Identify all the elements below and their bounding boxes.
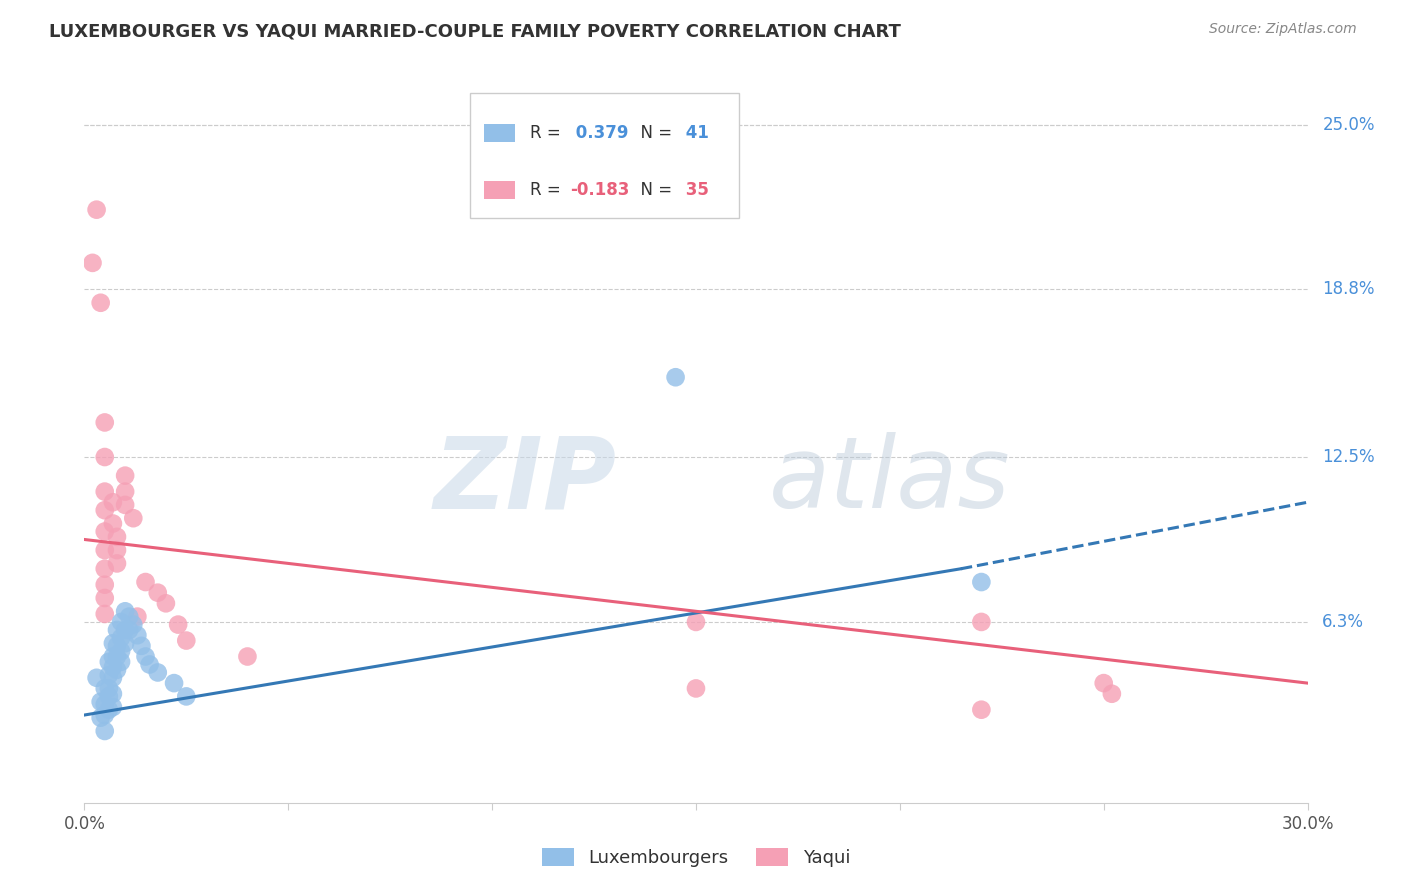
Point [82,256,104,270]
Point [86,671,108,685]
Point [146,665,169,680]
Point [93,698,115,712]
Point [118,623,141,637]
Point [665,370,688,384]
Text: 6.3%: 6.3% [1322,613,1364,631]
Point [93,708,115,723]
Point [97,668,120,682]
Point [105,623,128,637]
Point [105,663,128,677]
Text: 41: 41 [681,124,709,142]
Point [174,690,197,704]
Point [90,711,112,725]
Point [236,649,259,664]
Point [114,623,136,637]
Point [86,202,108,217]
Point [97,690,120,704]
Point [97,655,120,669]
Point [114,484,136,499]
Point [114,498,136,512]
Point [90,695,112,709]
Point [101,516,124,531]
Point [685,681,707,696]
Point [101,649,124,664]
Text: R =: R = [530,124,565,142]
Point [110,655,132,669]
Legend: Luxembourgers, Yaqui: Luxembourgers, Yaqui [534,840,858,874]
Point [93,577,115,591]
Text: LUXEMBOURGER VS YAQUI MARRIED-COUPLE FAMILY POVERTY CORRELATION CHART: LUXEMBOURGER VS YAQUI MARRIED-COUPLE FAM… [49,22,901,40]
Point [167,617,190,632]
Point [97,681,120,696]
Point [163,676,186,690]
Point [101,687,124,701]
Point [97,703,120,717]
Point [105,530,128,544]
Point [122,617,145,632]
Point [114,604,136,618]
Point [105,543,128,558]
Point [110,631,132,645]
Point [93,607,115,621]
Text: 25.0%: 25.0% [1322,116,1375,134]
Point [146,585,169,599]
FancyBboxPatch shape [470,94,738,218]
Point [131,639,153,653]
Point [135,575,157,590]
Point [1092,676,1115,690]
Point [970,575,993,590]
Text: R =: R = [530,181,565,199]
Text: 12.5%: 12.5% [1322,448,1375,466]
Point [155,596,177,610]
Point [118,609,141,624]
Point [93,562,115,576]
Point [93,591,115,605]
Point [101,700,124,714]
Point [90,295,112,310]
Point [114,636,136,650]
Point [138,657,160,672]
Point [101,495,124,509]
FancyBboxPatch shape [484,181,515,200]
Text: atlas: atlas [769,433,1011,530]
Point [105,557,128,571]
Point [122,511,145,525]
Point [93,543,115,558]
Point [93,524,115,539]
Point [101,671,124,685]
Point [127,628,149,642]
Point [105,649,128,664]
Text: N =: N = [630,124,678,142]
Point [110,615,132,629]
Text: 18.8%: 18.8% [1322,280,1375,299]
Point [93,416,115,430]
Point [114,468,136,483]
Point [970,703,993,717]
Point [93,681,115,696]
Point [685,615,707,629]
Point [93,450,115,464]
Text: ZIP: ZIP [433,433,616,530]
Point [93,503,115,517]
Point [93,484,115,499]
Text: N =: N = [630,181,678,199]
Point [135,649,157,664]
Point [174,633,197,648]
FancyBboxPatch shape [484,124,515,142]
Point [93,723,115,738]
Text: -0.183: -0.183 [569,181,630,199]
Point [110,644,132,658]
Text: 35: 35 [681,181,709,199]
Point [970,615,993,629]
Point [127,609,149,624]
Point [105,639,128,653]
Text: 0.379: 0.379 [569,124,628,142]
Point [1101,687,1123,701]
Point [101,636,124,650]
Text: Source: ZipAtlas.com: Source: ZipAtlas.com [1209,22,1357,37]
Point [101,660,124,674]
